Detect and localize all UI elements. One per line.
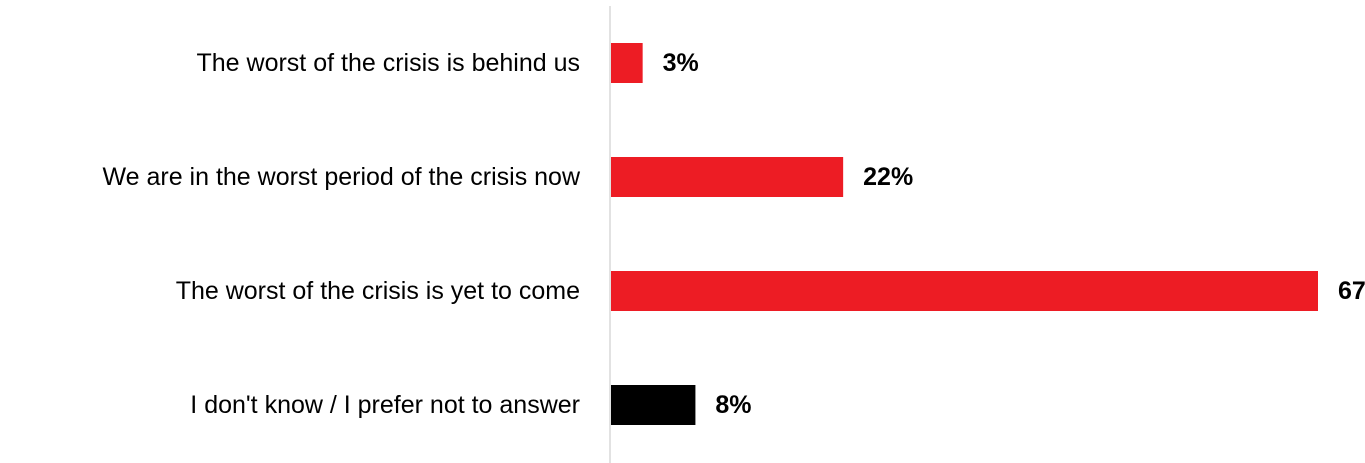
bar [611, 43, 643, 83]
category-label: The worst of the crisis is yet to come [176, 277, 580, 305]
category-label: We are in the worst period of the crisis… [102, 163, 580, 191]
bar [611, 271, 1318, 311]
data-label: 3% [663, 49, 699, 77]
bar [611, 385, 696, 425]
category-label: The worst of the crisis is behind us [197, 49, 581, 77]
data-label: 8% [715, 391, 751, 419]
category-label: I don't know / I prefer not to answer [190, 391, 580, 419]
bar [611, 157, 844, 197]
data-label: 22% [863, 163, 913, 191]
bar-rows: The worst of the crisis is behind us 3% We… [102, 43, 1365, 425]
data-label: 67% [1338, 277, 1365, 305]
